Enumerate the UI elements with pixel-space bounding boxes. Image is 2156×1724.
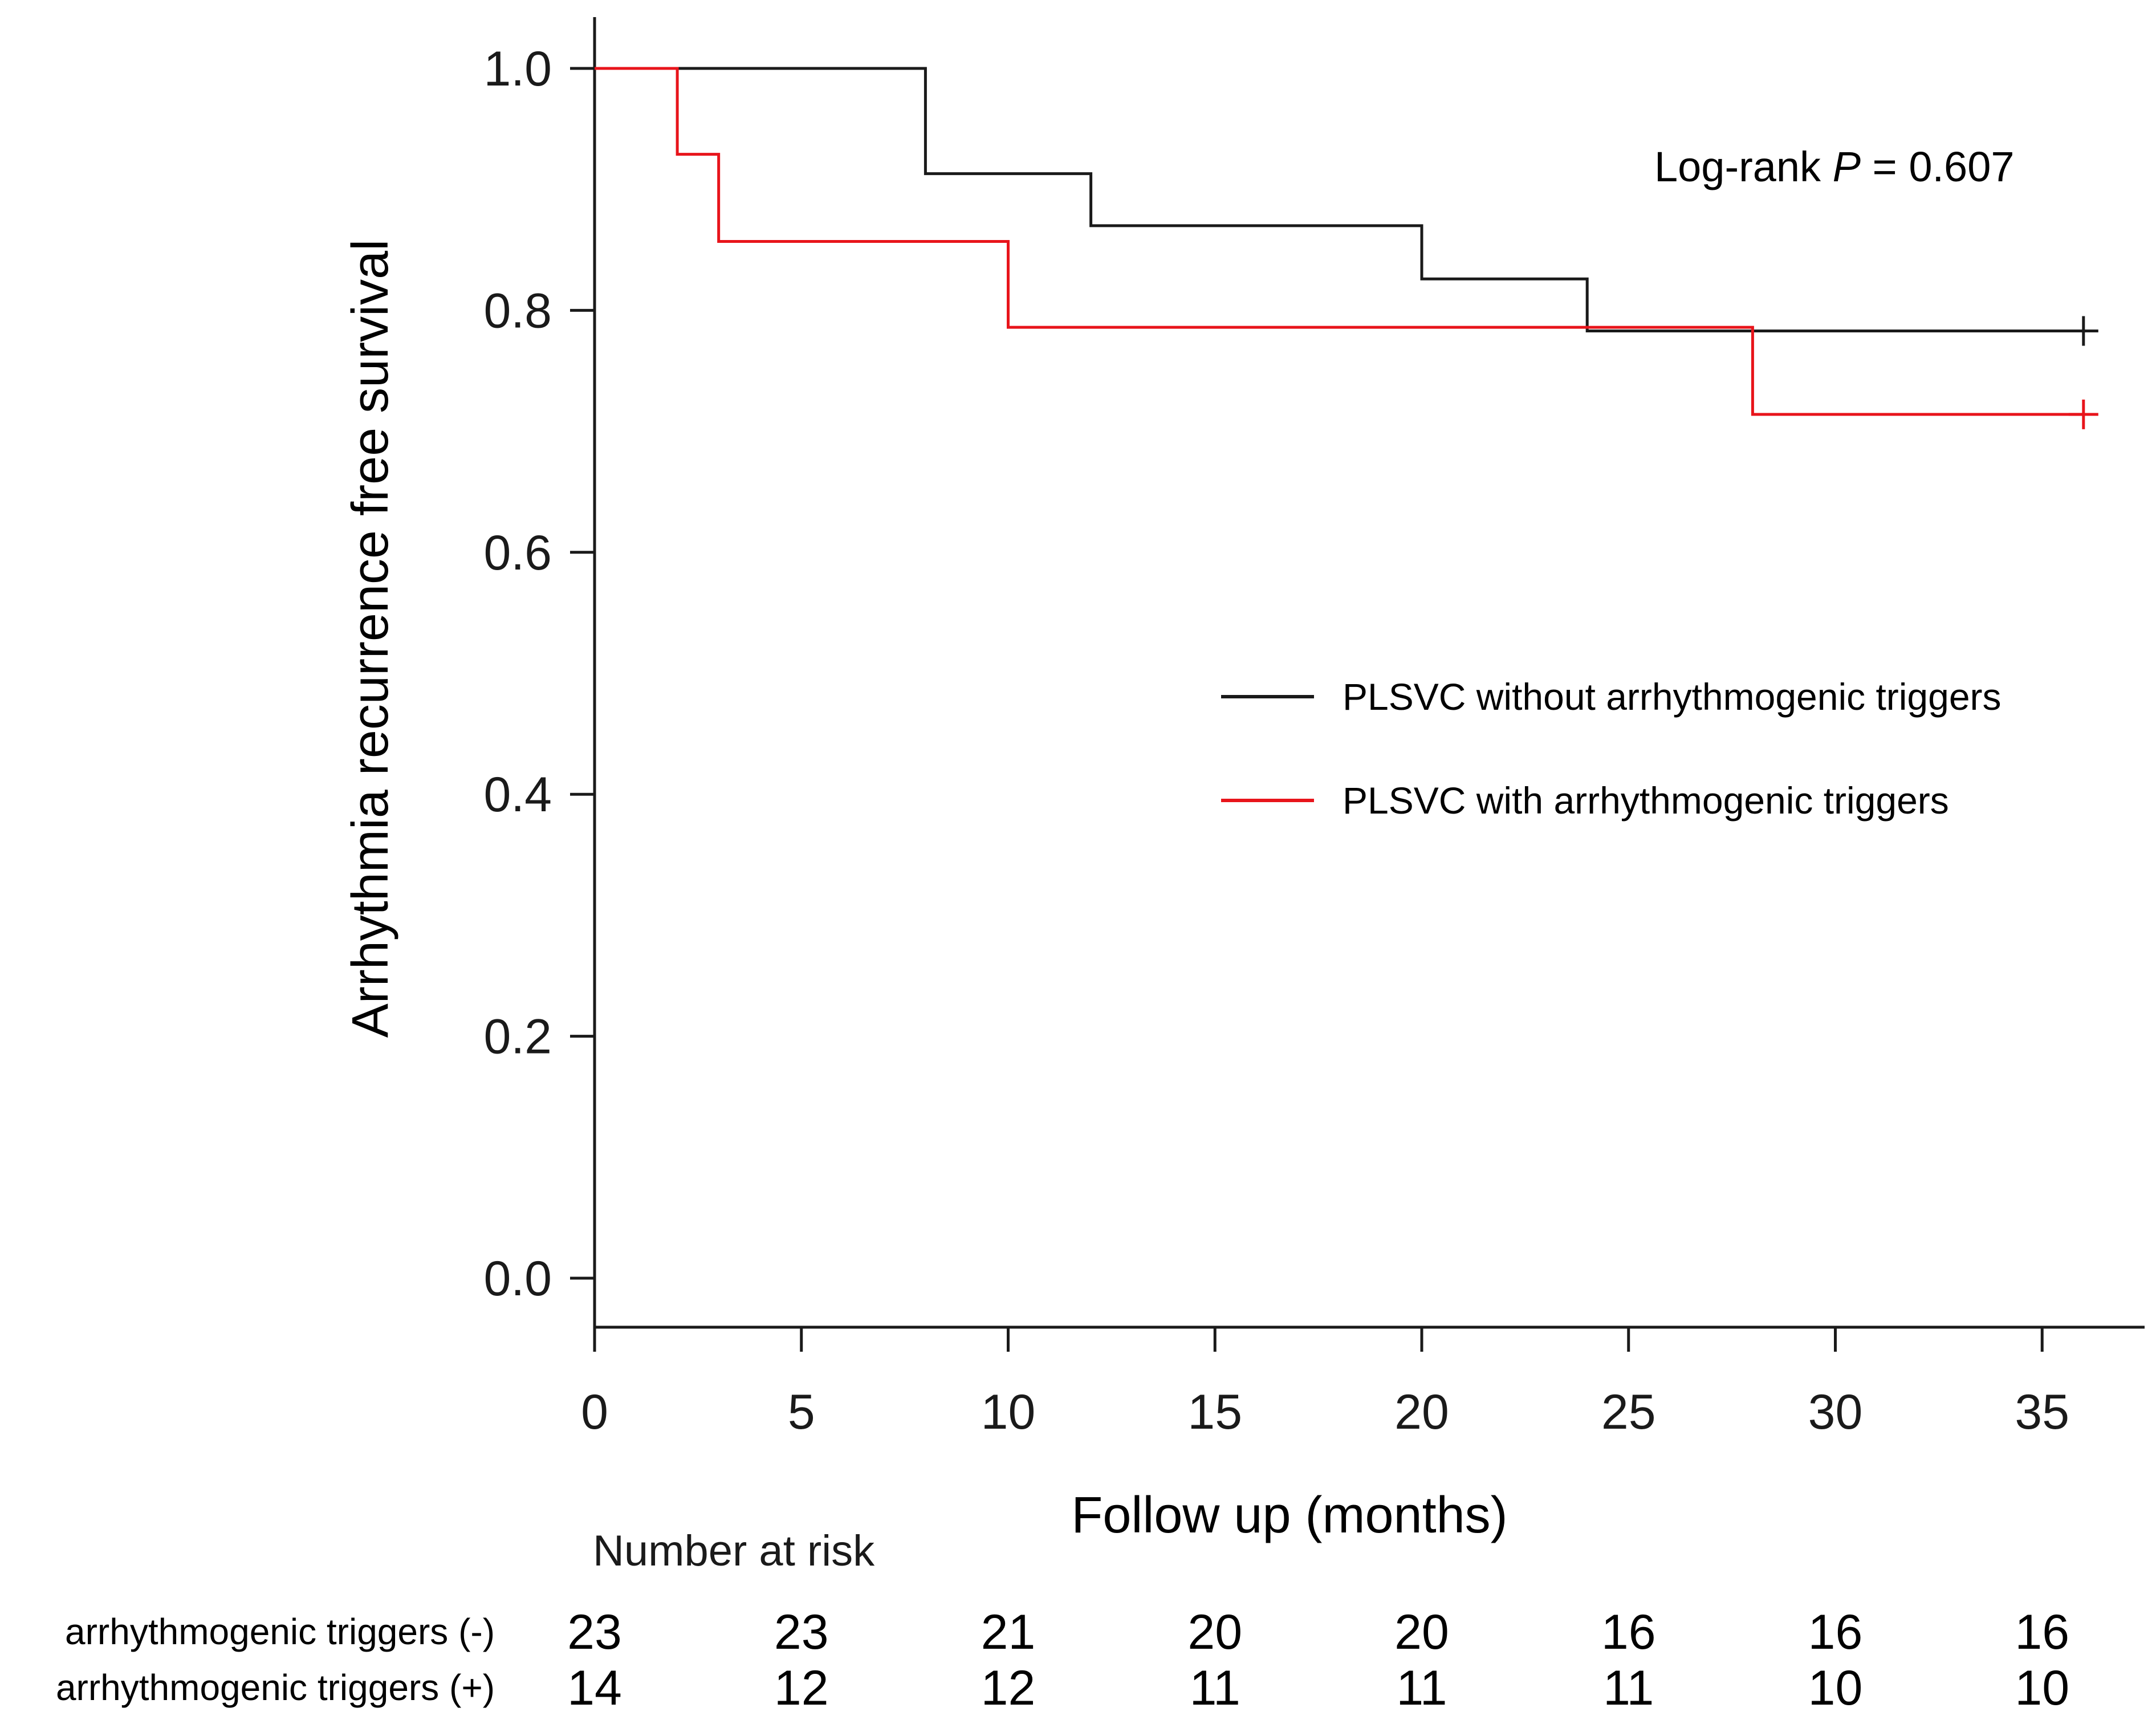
x-tick-label: 30 xyxy=(1808,1385,1863,1440)
x-axis-label: Follow up (months) xyxy=(1071,1487,1507,1544)
logrank-p-symbol: P xyxy=(1833,143,1861,190)
x-tick-label: 0 xyxy=(581,1385,608,1440)
risk-value: 16 xyxy=(2015,1605,2069,1660)
risk-value: 12 xyxy=(774,1661,829,1715)
y-tick-label: 0.4 xyxy=(483,767,552,822)
x-tick-label: 15 xyxy=(1187,1385,1242,1440)
risk-value: 23 xyxy=(567,1605,622,1660)
survival-curve-series-1 xyxy=(595,67,2084,332)
risk-value: 11 xyxy=(1190,1661,1240,1715)
x-ticks: 0 5 10 15 20 25 30 35 xyxy=(581,1327,2069,1440)
y-axis-label: Arrhythmia recurrence free survival xyxy=(342,239,399,1038)
y-ticks: 0.0 0.2 0.4 0.6 0.8 1.0 xyxy=(483,42,595,1306)
survival-curve-series-2 xyxy=(595,67,2084,416)
risk-value: 20 xyxy=(1394,1605,1449,1660)
plot-axes xyxy=(593,17,2145,1329)
risk-table: arrhythmogenic triggers (-) 23 23 21 20 20 16 1… xyxy=(56,1605,2069,1715)
risk-row-label: arrhythmogenic triggers (-) xyxy=(65,1611,495,1652)
y-tick-label: 0.6 xyxy=(483,526,552,580)
risk-row-label: arrhythmogenic triggers (+) xyxy=(56,1667,495,1708)
risk-value: 23 xyxy=(774,1605,829,1660)
y-tick-label: 0.2 xyxy=(483,1010,552,1064)
risk-value: 20 xyxy=(1187,1605,1242,1660)
logrank-value: = 0.607 xyxy=(1861,143,2015,190)
risk-value: 16 xyxy=(1601,1605,1656,1660)
risk-value: 14 xyxy=(567,1661,622,1715)
risk-value: 11 xyxy=(1603,1661,1654,1715)
x-tick-label: 25 xyxy=(1601,1385,1656,1440)
logrank-annotation: Log-rank P = 0.607 xyxy=(1654,143,2015,190)
legend-label: PLSVC with arrhythmogenic triggers xyxy=(1343,779,1949,822)
logrank-prefix: Log-rank xyxy=(1654,143,1833,190)
risk-value: 11 xyxy=(1396,1661,1447,1715)
y-tick-label: 0.8 xyxy=(483,283,552,338)
risk-value: 12 xyxy=(981,1661,1036,1715)
legend: PLSVC without arrhythmogenic triggers PLS… xyxy=(1221,676,2002,822)
y-tick-label: 0.0 xyxy=(483,1251,552,1306)
x-tick-label: 5 xyxy=(788,1385,815,1440)
y-tick-label: 1.0 xyxy=(483,42,552,96)
risk-value: 10 xyxy=(2015,1661,2069,1715)
risk-value: 16 xyxy=(1808,1605,1863,1660)
risk-table-title: Number at risk xyxy=(593,1527,875,1575)
x-tick-label: 35 xyxy=(2015,1385,2069,1440)
survival-curves xyxy=(595,67,2098,429)
x-tick-label: 20 xyxy=(1394,1385,1449,1440)
risk-value: 21 xyxy=(981,1605,1036,1660)
risk-value: 10 xyxy=(1808,1661,1863,1715)
legend-label: PLSVC without arrhythmogenic triggers xyxy=(1343,676,2002,718)
x-tick-label: 10 xyxy=(981,1385,1036,1440)
